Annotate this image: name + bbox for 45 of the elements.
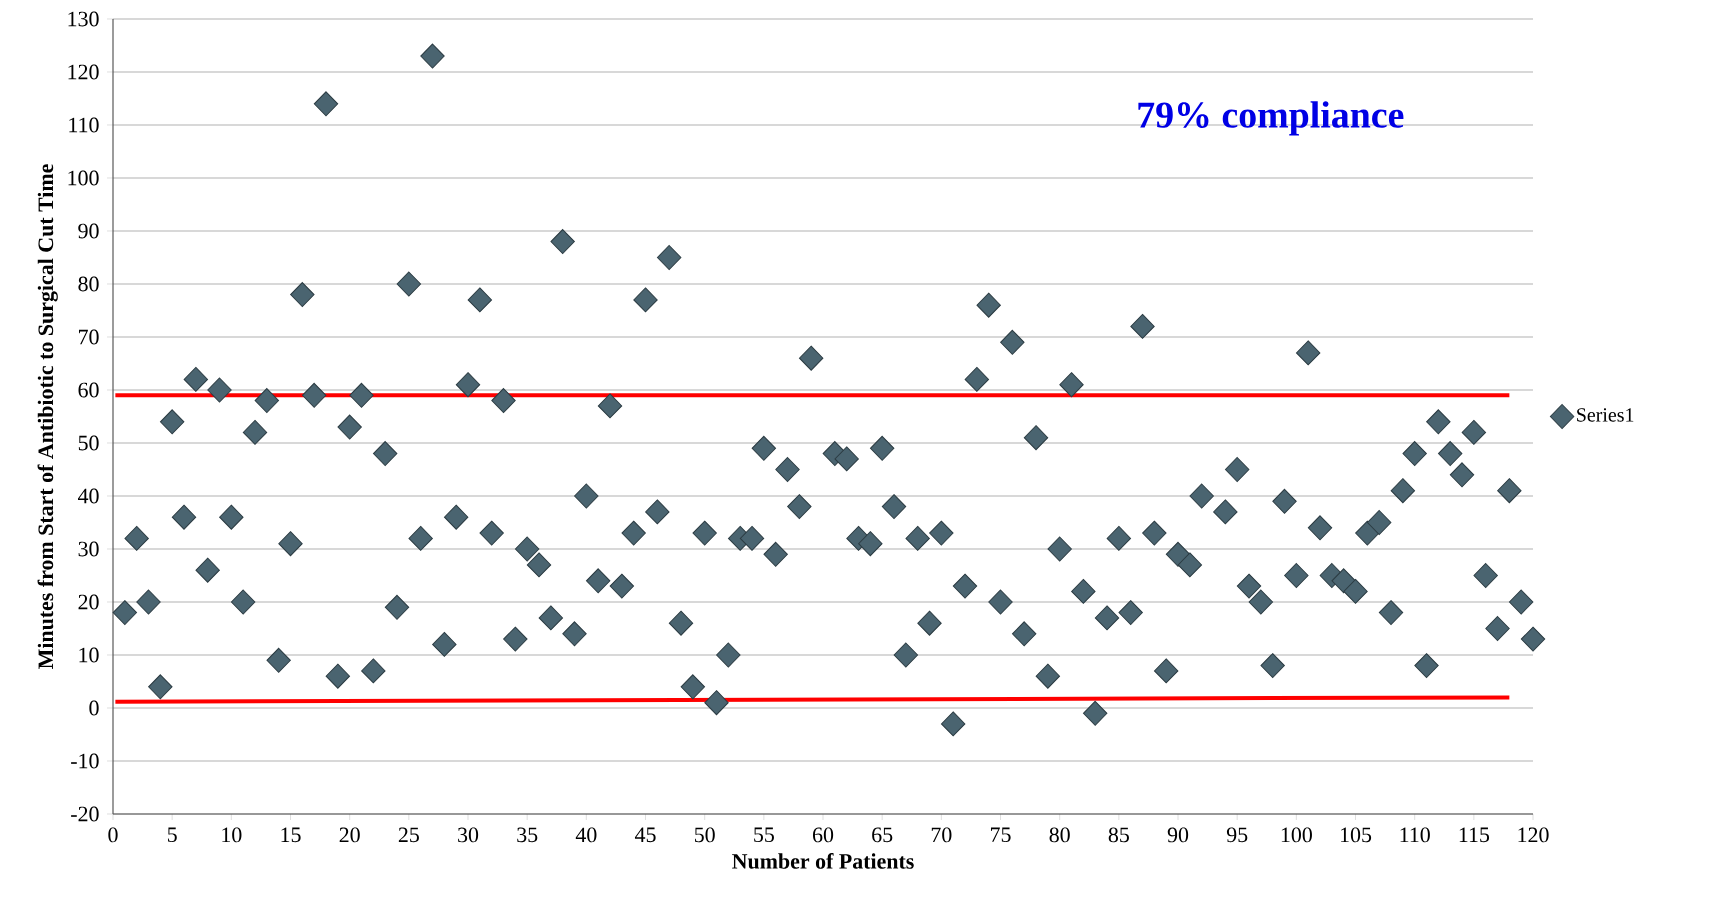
x-tick-label: 110 xyxy=(1400,827,1430,843)
x-tick-label: 115 xyxy=(1459,827,1490,843)
x-tick-label: 60 xyxy=(812,827,834,843)
x-axis-title: Number of Patients xyxy=(732,853,914,869)
y-tick-label: 90 xyxy=(78,223,99,239)
x-tick-label: 90 xyxy=(1167,827,1189,843)
x-tick-label: 10 xyxy=(222,827,242,843)
y-tick-label: 20 xyxy=(78,594,99,610)
y-tick-label: 80 xyxy=(78,276,99,292)
y-tick-label: 70 xyxy=(79,329,99,345)
x-tick-label: 65 xyxy=(872,827,893,843)
y-tick-label: 10 xyxy=(79,647,99,663)
x-tick-label: 40 xyxy=(575,827,597,843)
x-tick-label: 85 xyxy=(1108,827,1129,843)
x-tick-label: 80 xyxy=(1049,827,1070,843)
y-tick-label: -20 xyxy=(71,806,99,822)
x-tick-label: 35 xyxy=(517,827,538,843)
x-tick-label: 50 xyxy=(695,827,715,843)
legend-label: Series1 xyxy=(1577,408,1634,422)
x-tick-label: 70 xyxy=(931,827,952,843)
y-tick-label: 30 xyxy=(78,541,99,557)
y-tick-label: -10 xyxy=(71,753,99,769)
annotation: 79% compliance xyxy=(1138,101,1404,136)
y-tick-label: 0 xyxy=(89,700,99,716)
y-tick-label: 120 xyxy=(68,64,99,80)
x-tick-label: 20 xyxy=(339,827,360,843)
y-tick-label: 50 xyxy=(78,435,99,451)
x-tick-label: 120 xyxy=(1518,827,1549,843)
x-tick-label: 15 xyxy=(281,827,301,843)
y-tick-label: 40 xyxy=(78,488,99,504)
x-tick-label: 100 xyxy=(1281,827,1312,843)
x-tick-label: 25 xyxy=(398,827,419,843)
x-tick-label: 55 xyxy=(754,827,774,843)
x-tick-label: 105 xyxy=(1341,827,1372,843)
x-tick-label: 0 xyxy=(108,827,118,843)
x-tick-label: 95 xyxy=(1226,827,1248,843)
y-tick-label: 110 xyxy=(69,117,99,133)
x-tick-label: 5 xyxy=(167,827,177,843)
x-tick-label: 75 xyxy=(990,827,1011,843)
y-tick-label: 60 xyxy=(78,382,99,398)
y-tick-label: 130 xyxy=(68,11,99,27)
x-tick-label: 45 xyxy=(634,827,656,843)
x-tick-label: 30 xyxy=(458,827,479,843)
y-axis-title: Minutes from Start of Antibiotic to Surgical Cut Time xyxy=(37,164,58,669)
y-tick-label: 100 xyxy=(68,170,99,186)
